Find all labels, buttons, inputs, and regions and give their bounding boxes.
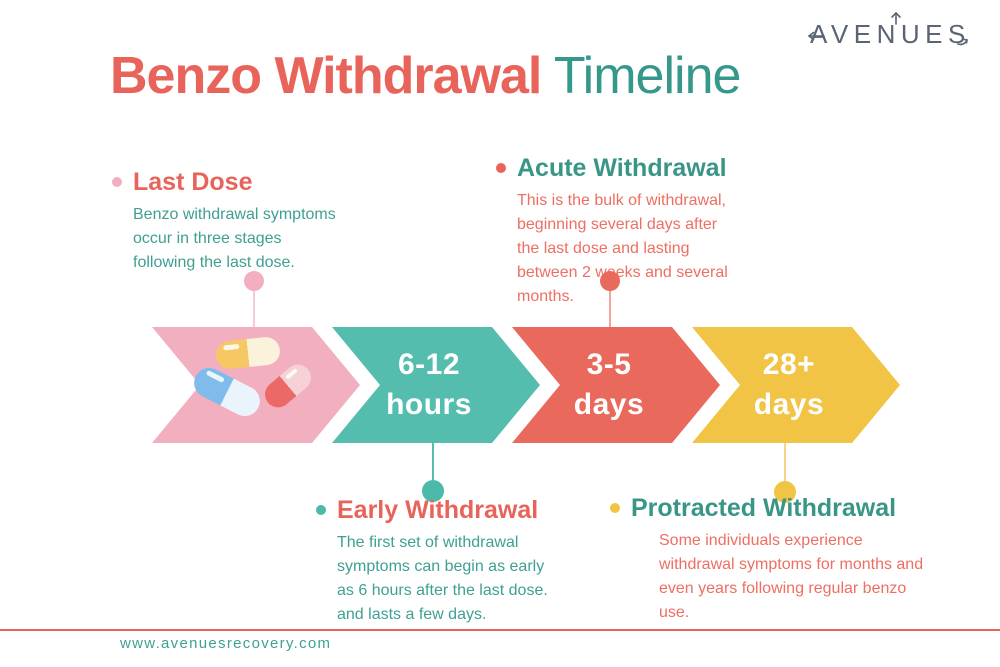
stage-duration-line1: 3-5	[586, 348, 632, 381]
section-acute-withdrawal: Acute Withdrawal This is the bulk of wit…	[496, 154, 728, 309]
bullet-dot-pink	[112, 177, 122, 187]
connector-line-acute	[609, 281, 611, 327]
section-body: Benzo withdrawal symptoms occur in three…	[133, 206, 336, 271]
section-protracted-withdrawal: Protracted Withdrawal Some individuals e…	[610, 494, 923, 625]
section-body: This is the bulk of withdrawal, beginnin…	[517, 192, 728, 305]
stage-duration-line1: 28+	[762, 348, 816, 381]
section-body: The first set of withdrawal symptoms can…	[337, 534, 548, 623]
page-title-rest: Timeline	[541, 47, 742, 105]
section-last-dose: Last Dose Benzo withdrawal symptoms occu…	[112, 168, 336, 275]
avenues-logo-text: AVENUES	[810, 19, 971, 49]
section-heading: Acute Withdrawal	[517, 154, 727, 182]
connector-dot-last-dose	[244, 271, 264, 291]
section-heading: Protracted Withdrawal	[631, 494, 897, 522]
footer-divider	[0, 629, 1000, 631]
page-title-highlight: Benzo Withdrawal	[110, 47, 542, 105]
timeline-stage-label: 3-5 days	[512, 327, 720, 443]
timeline-stage-label: 28+ days	[692, 327, 900, 443]
section-protracted-content: Protracted Withdrawal Some individuals e…	[631, 494, 923, 625]
connector-line-early	[432, 443, 434, 491]
avenues-logo-graphic: AVENUES	[807, 11, 971, 49]
section-heading: Last Dose	[133, 168, 253, 196]
page-title: Benzo Withdrawal Timeline	[110, 46, 742, 106]
stage-duration-line2: hours	[386, 388, 472, 421]
connector-line-last-dose	[253, 281, 255, 327]
stage-duration-line1: 6-12	[397, 348, 461, 381]
timeline-stage-acute: 3-5 days	[512, 327, 720, 443]
bullet-dot-teal	[316, 505, 326, 515]
logo-curl-arrow-icon	[957, 38, 968, 46]
bullet-dot-coral	[496, 163, 506, 173]
timeline-stage-protracted: 28+ days	[692, 327, 900, 443]
section-early-withdrawal: Early Withdrawal The first set of withdr…	[316, 496, 548, 627]
connector-line-protracted	[784, 443, 786, 492]
logo-left-arrow-icon	[807, 31, 825, 41]
website-url: www.avenuesrecovery.com	[120, 635, 332, 652]
connector-dot-protracted	[774, 481, 796, 503]
logo-up-arrow-icon	[891, 11, 901, 25]
section-early-content: Early Withdrawal The first set of withdr…	[337, 496, 548, 627]
stage-duration-line2: days	[573, 388, 645, 421]
section-last-dose-content: Last Dose Benzo withdrawal symptoms occu…	[133, 168, 336, 275]
avenues-logo: AVENUES	[807, 10, 978, 59]
connector-dot-acute	[600, 271, 620, 291]
section-acute-content: Acute Withdrawal This is the bulk of wit…	[517, 154, 728, 309]
timeline-stage-early: 6-12 hours	[332, 327, 540, 443]
stage-duration-line2: days	[753, 388, 825, 421]
section-body: Some individuals experience withdrawal s…	[659, 532, 924, 621]
bullet-dot-yellow	[610, 503, 620, 513]
timeline-stage-label: 6-12 hours	[332, 327, 540, 443]
section-heading: Early Withdrawal	[337, 496, 539, 524]
connector-dot-early	[422, 480, 444, 502]
